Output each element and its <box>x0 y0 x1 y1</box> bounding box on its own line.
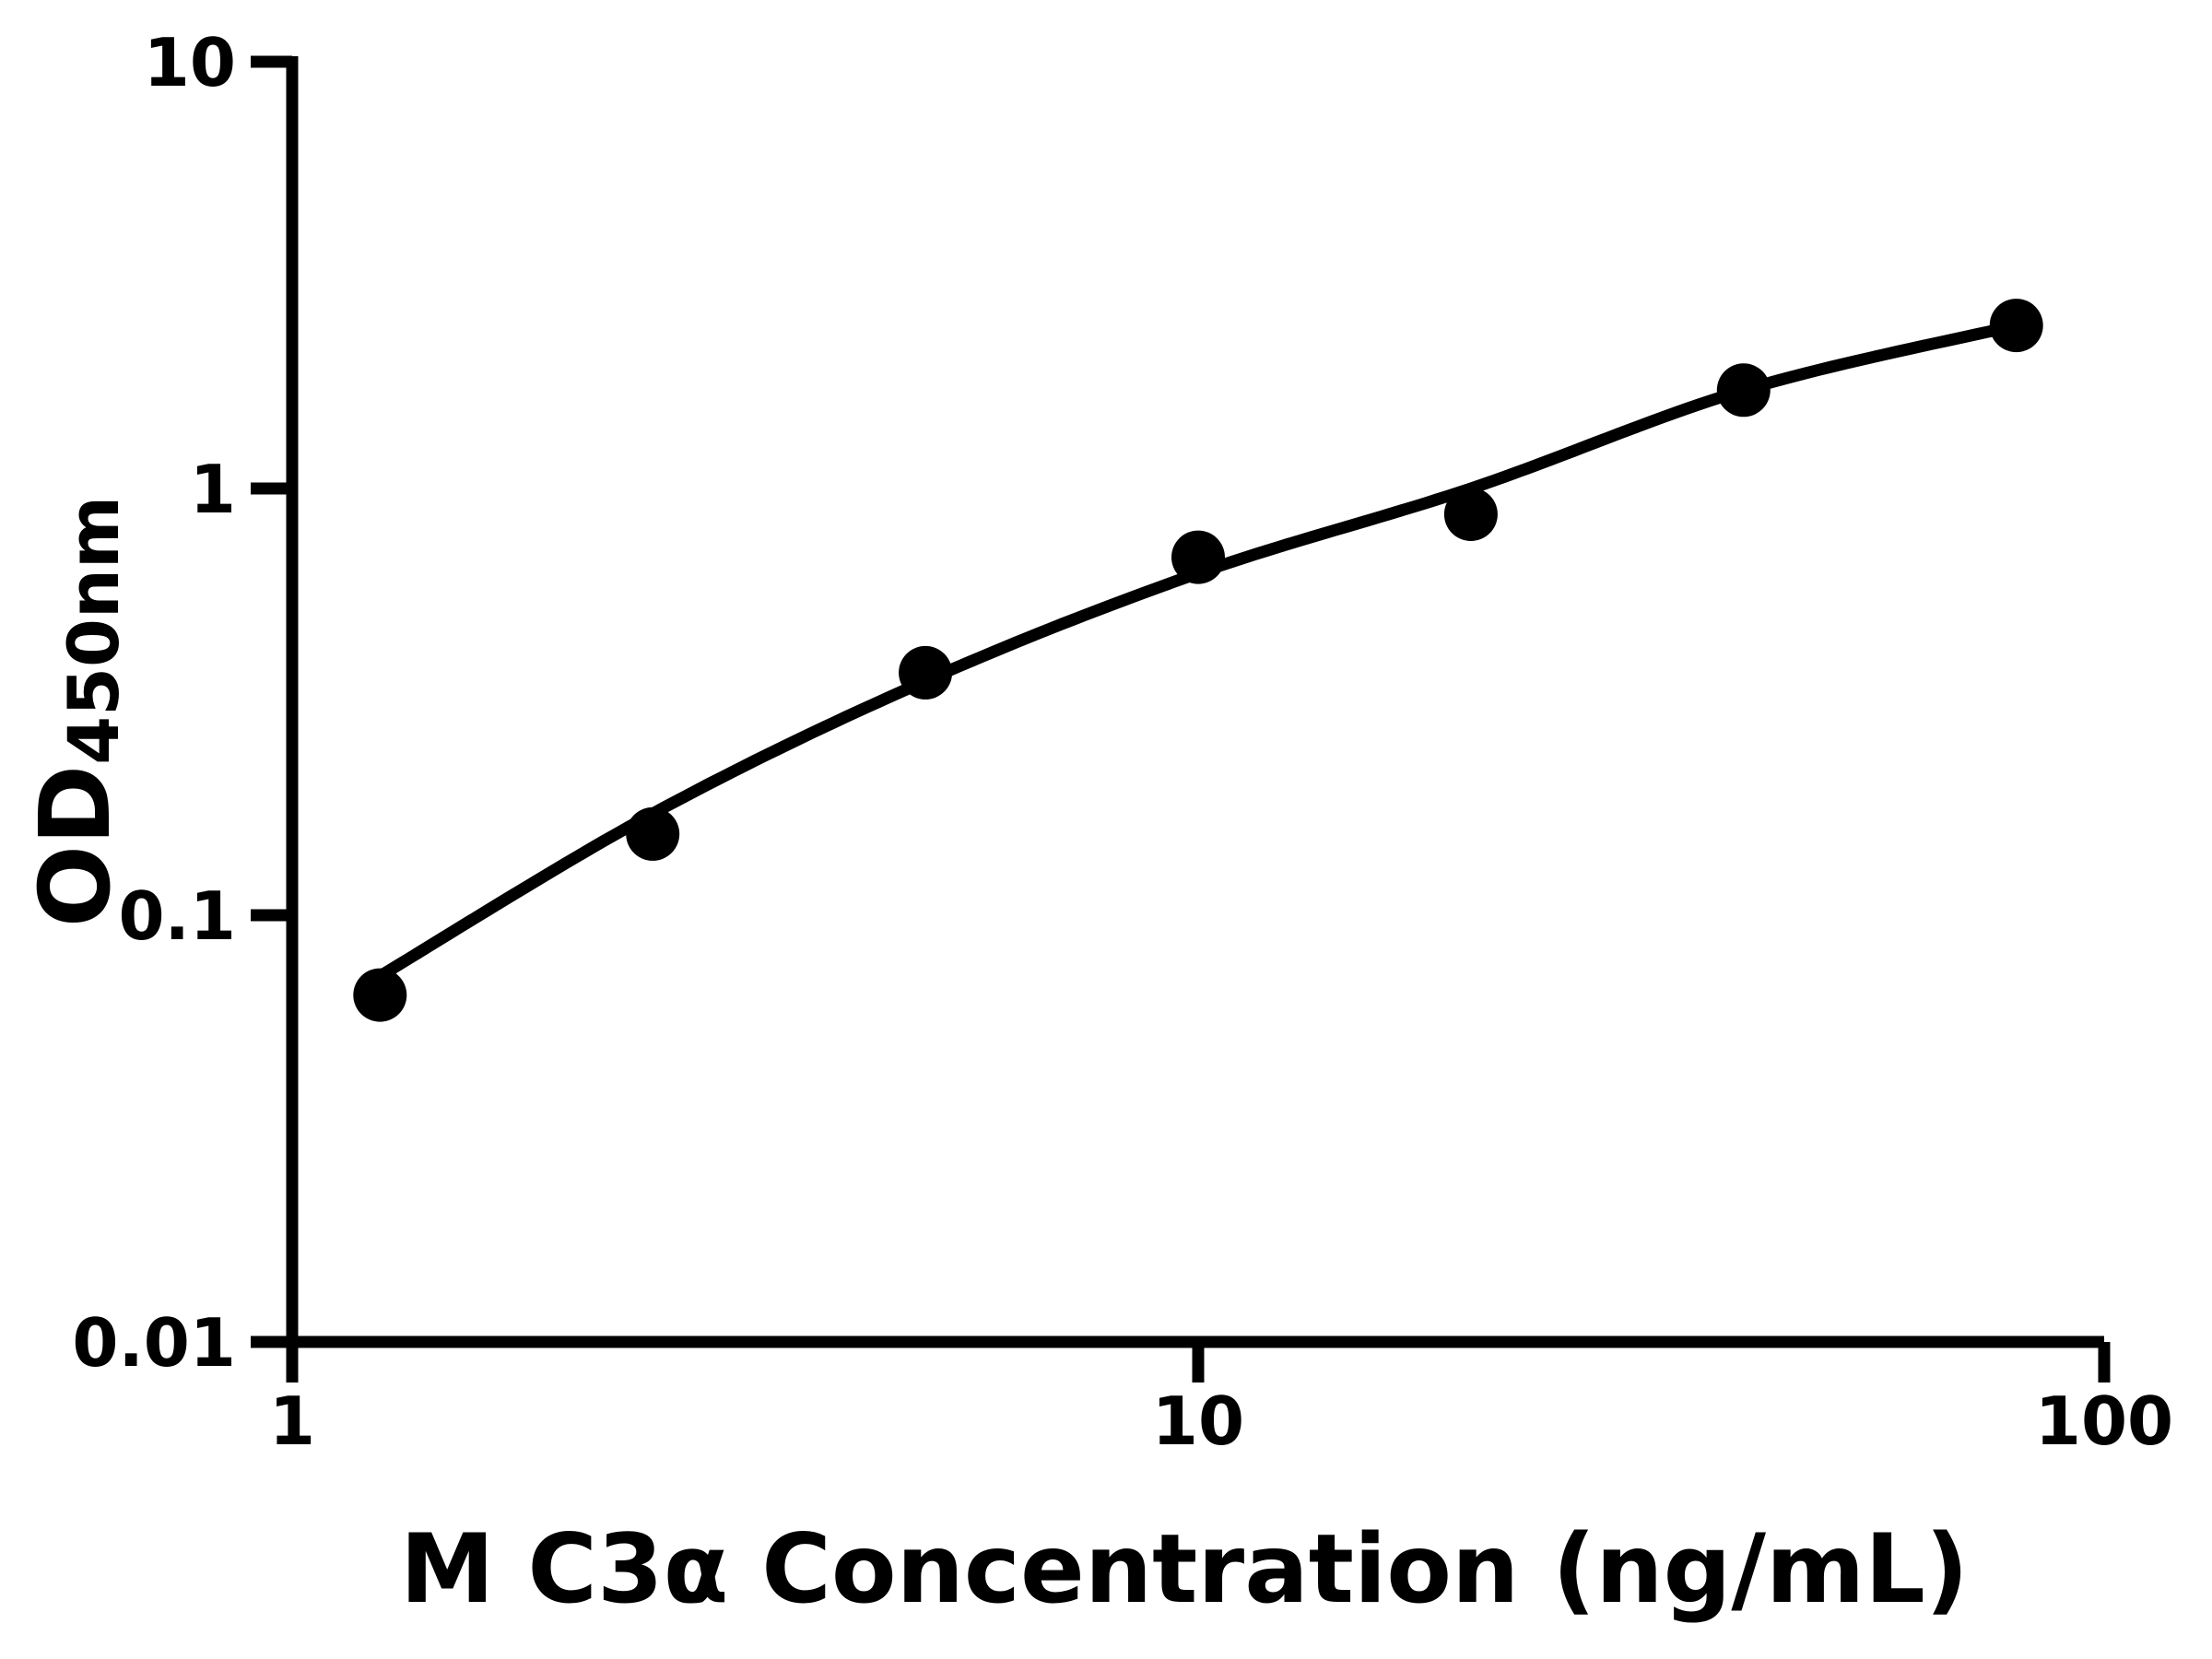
y-axis-title-main: OD <box>19 765 132 927</box>
y-tick-label-10: 10 <box>144 24 236 101</box>
x-tick-label-1: 1 <box>269 1382 315 1460</box>
data-points-group <box>353 299 2043 1022</box>
y-axis-ticks <box>251 55 292 1348</box>
data-point-1 <box>353 968 407 1022</box>
x-axis-ticks <box>286 1342 2111 1382</box>
y-tick-label-0.1: 0.1 <box>118 877 236 955</box>
x-axis-title: M C3α Concentration (ng/mL) <box>400 1514 1969 1625</box>
data-point-3 <box>899 645 953 700</box>
data-point-6 <box>1716 363 1771 418</box>
y-tick-label-1: 1 <box>190 451 236 528</box>
x-tick-label-10: 10 <box>1152 1382 1244 1460</box>
axis-spines <box>286 56 2104 1348</box>
y-axis-title: OD450nm <box>19 496 135 927</box>
data-point-4 <box>1171 530 1225 584</box>
data-point-5 <box>1443 488 1498 541</box>
data-point-7 <box>1989 299 2043 353</box>
x-tick-label-100: 100 <box>2035 1382 2173 1460</box>
y-tick-label-0.01: 0.01 <box>72 1304 236 1382</box>
data-point-2 <box>626 806 680 861</box>
y-axis-title-subscript: 450nm <box>53 496 135 765</box>
fit-curve-line <box>373 319 2023 982</box>
